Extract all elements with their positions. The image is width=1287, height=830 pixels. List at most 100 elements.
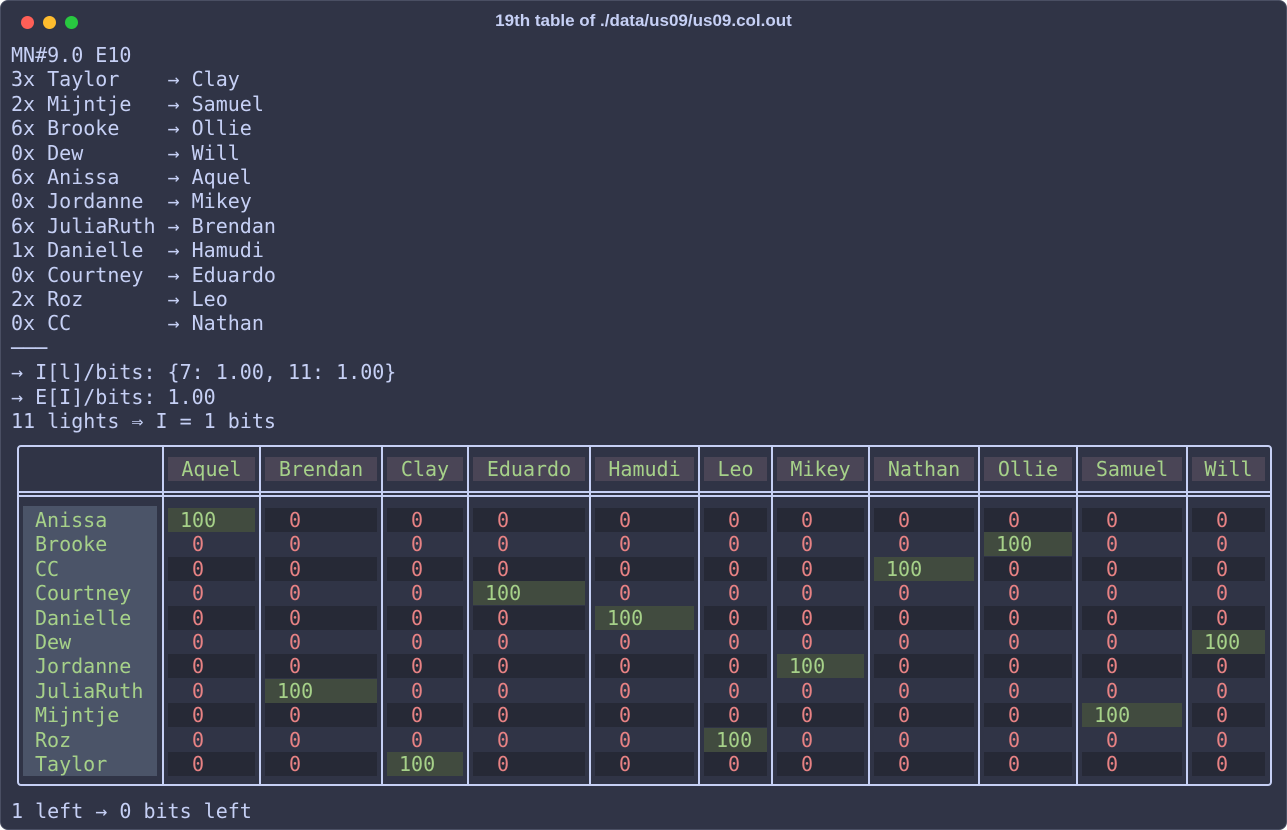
row-label: Danielle <box>35 605 132 630</box>
table-cell: 0 <box>704 703 767 728</box>
cell-value: 0 <box>191 605 204 630</box>
table-cell: 0 <box>168 556 255 581</box>
cell-value: 100 <box>180 508 217 532</box>
column-header: Mikey <box>777 457 864 481</box>
row-label: Anissa <box>35 508 108 532</box>
row-label: JuliaRuth <box>35 678 144 703</box>
table-cell: 0 <box>1082 679 1182 703</box>
cell-value: 0 <box>800 678 813 703</box>
cell-value: 0 <box>1105 605 1118 630</box>
table-cell: 0 <box>984 630 1072 654</box>
table-cell: 0 <box>168 679 255 703</box>
cell-value: 0 <box>1215 605 1228 630</box>
table-cell: 0 <box>473 728 585 752</box>
cell-value: 0 <box>1007 605 1020 630</box>
cell-value: 0 <box>727 508 740 532</box>
output-line: 1x Danielle → Hamudi <box>11 238 264 263</box>
cell-value: 0 <box>727 605 740 630</box>
cell-value: 0 <box>1215 703 1228 728</box>
maximize-button[interactable] <box>65 16 78 29</box>
cell-value: 0 <box>897 703 910 728</box>
cell-value: 0 <box>727 630 740 654</box>
output-line: → I[l]/bits: {7: 1.00, 11: 1.00} <box>11 360 397 385</box>
table-cell: 0 <box>704 679 767 703</box>
output-line: 6x Brooke → Ollie <box>11 116 252 141</box>
table-cell: 0 <box>595 728 694 752</box>
cell-value: 0 <box>897 630 910 654</box>
cell-value: 0 <box>897 727 910 752</box>
column-header: Brendan <box>265 457 377 481</box>
table-cell: 0 <box>473 679 585 703</box>
table-cell: 0 <box>984 556 1072 581</box>
cell-value: 0 <box>1105 508 1118 532</box>
table-cell: 0 <box>265 703 377 728</box>
cell-value: 100 <box>716 727 753 752</box>
cell-value: 0 <box>897 654 910 679</box>
table-cell: 0 <box>473 630 585 654</box>
column-rule <box>868 447 870 784</box>
table-cell: 0 <box>473 752 585 776</box>
cell-value: 0 <box>410 581 423 606</box>
table-cell: 100 <box>265 678 377 703</box>
cell-value: 0 <box>618 678 631 703</box>
cell-value: 0 <box>897 678 910 703</box>
output-line: 0x CC → Nathan <box>11 311 264 336</box>
cell-value: 0 <box>191 727 204 752</box>
cell-value: 0 <box>618 630 631 654</box>
cell-value: 0 <box>1105 727 1118 752</box>
table-cell: 0 <box>1192 532 1265 556</box>
table-cell: 0 <box>777 679 864 703</box>
table-cell: 0 <box>168 728 255 752</box>
cell-value: 100 <box>607 605 644 630</box>
table-cell: 0 <box>265 605 377 630</box>
table-cell: 100 <box>473 581 585 606</box>
row-label: Courtney <box>35 581 132 606</box>
cell-value: 0 <box>410 678 423 703</box>
output-line: 0x Dew → Will <box>11 140 240 165</box>
table-cell: 100 <box>874 556 974 581</box>
table-cell: 0 <box>265 508 377 532</box>
cell-value: 0 <box>618 752 631 776</box>
cell-value: 0 <box>496 752 509 776</box>
table-cell: 0 <box>1192 654 1265 679</box>
row-label: Taylor <box>35 752 108 776</box>
cell-value: 0 <box>288 630 301 654</box>
window-title: 19th table of ./data/us09/us09.col.out <box>495 11 792 30</box>
cell-value: 0 <box>800 727 813 752</box>
column-header: Clay <box>387 457 463 481</box>
cell-value: 0 <box>727 581 740 606</box>
cell-value: 0 <box>288 532 301 557</box>
minimize-button[interactable] <box>43 16 56 29</box>
cell-value: 100 <box>996 532 1033 557</box>
cell-value: 0 <box>897 508 910 532</box>
cell-value: 0 <box>1007 630 1020 654</box>
table-cell: 0 <box>1082 630 1182 654</box>
table-cell: 0 <box>1192 508 1265 532</box>
table-cell: 0 <box>777 532 864 556</box>
cell-value: 0 <box>496 727 509 752</box>
table-cell: 0 <box>777 728 864 752</box>
cell-value: 0 <box>496 703 509 728</box>
table-cell: 0 <box>1192 752 1265 776</box>
table-cell: 0 <box>704 532 767 556</box>
cell-value: 0 <box>191 678 204 703</box>
table-cell: 0 <box>168 654 255 679</box>
table-cell: 0 <box>168 630 255 654</box>
table-cell: 0 <box>473 556 585 581</box>
cell-value: 0 <box>618 508 631 532</box>
cell-value: 0 <box>496 630 509 654</box>
table-cell: 0 <box>1082 532 1182 556</box>
table-cell: 0 <box>265 752 377 776</box>
close-button[interactable] <box>21 16 34 29</box>
cell-value: 0 <box>496 605 509 630</box>
table-cell: 0 <box>704 752 767 776</box>
cell-value: 0 <box>1215 678 1228 703</box>
table-cell: 0 <box>874 654 974 679</box>
column-header: Leo <box>704 457 767 481</box>
output-line: 0x Jordanne → Mikey <box>11 189 252 214</box>
cell-value: 0 <box>800 703 813 728</box>
table-cell: 0 <box>595 556 694 581</box>
table-cell: 0 <box>387 728 463 752</box>
table-cell: 0 <box>1192 556 1265 581</box>
